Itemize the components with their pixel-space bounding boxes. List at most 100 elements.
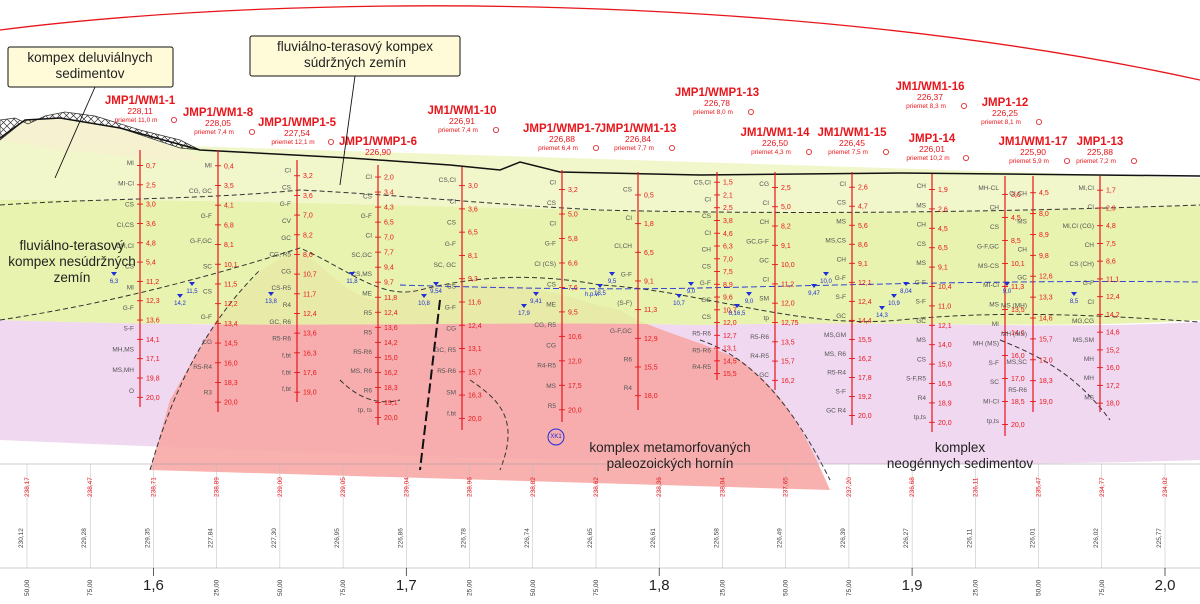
depth-label: 9,8 [1039,253,1049,260]
water-level-label: 9,5 [608,279,617,285]
terrain-elevation: 238,82 [530,477,537,497]
depth-label: 13,5 [781,339,795,346]
depth-label: 12,0 [723,320,737,327]
depth-label: 15,7 [781,359,795,366]
terrain-elevation: 238,71 [150,477,157,497]
marker-icon [547,428,565,446]
depth-label: 13,6 [384,325,398,332]
soil-label: MI,CI (CG) [1063,223,1094,230]
soil-label: GC [701,297,711,304]
depth-label: 12,7 [723,333,737,340]
station-label: 50,00 [24,579,31,596]
offset-icon [748,109,755,116]
depth-label: 2,5 [146,182,156,189]
soil-label: G-F [445,304,456,311]
depth-label: 8,1 [468,253,478,260]
depth-label: 7,0 [723,256,733,263]
soil-label: GC [1017,275,1027,282]
depth-label: 5,0 [781,204,791,211]
soil-label: R5-R6 [1008,387,1027,394]
borehole-elevation: 227,54 [284,128,310,138]
depth-label: 14,6 [1011,330,1025,337]
soil-label: CS [203,289,213,296]
depth-label: 2,6 [858,185,868,192]
depth-label: 20,0 [384,415,398,422]
water-table [399,281,1200,290]
boundary-7 [699,339,831,481]
depth-label: 20,0 [224,400,238,407]
offset-icon [961,103,968,110]
soil-label: MH (MS) [973,340,999,347]
water-level-label: 8,04 [900,289,912,295]
design-elevation: 226,61 [650,528,657,548]
soil-label: G-F,GC [610,328,632,335]
offset-icon [1131,157,1138,164]
soil-label: CI [705,230,712,237]
soil-label: MS [836,219,846,226]
depth-label: 14,0 [938,342,952,349]
soil-label: MS (MH) [1001,303,1027,310]
offset-icon [1036,119,1043,126]
water-level-label: 9,0 [745,299,754,305]
borehole-offset: priemet 8,0 m [693,109,733,116]
design-elevation: 226,27 [903,528,910,548]
depth-label: 3,2 [303,173,313,180]
water-level-label: 10,0 [820,279,832,285]
soil-label: tp, ts [358,407,373,414]
water-level-icon [349,272,355,276]
borehole-name: JMP1/WM1-13 [600,123,677,135]
depth-label: 17,2 [1106,383,1120,390]
depth-label: 2,5 [781,185,791,192]
station-label: 75,00 [87,579,94,596]
soil-label: SM [446,389,456,396]
water-level-icon [609,272,615,276]
depth-label: 11,3 [644,307,657,314]
boundary-2 [0,247,1200,323]
depth-label: 8,6 [858,242,868,249]
depth-label: 4,5 [1011,215,1021,222]
terrain-elevation: 239,00 [277,477,284,497]
depth-label: 18,0 [1106,401,1120,408]
borehole-name: JMP1/WMP1-7 [523,123,601,135]
soil-label: CI [1088,204,1095,211]
depth-label: 1,7 [1106,188,1116,195]
borehole-offset: priemet 7,7 m [614,145,654,152]
depth-label: 11,7 [303,291,316,298]
water-level-label: 14,3 [876,313,888,319]
design-elevation: 229,35 [144,528,151,548]
borehole-elevation: 226,25 [992,108,1018,118]
depth-label: 6,8 [224,222,234,229]
soil-label: MH (MS) [1001,331,1027,338]
depth-label: 20,0 [146,395,160,402]
water-level-label: 10,8 [418,301,430,307]
station-label: 50,00 [530,579,537,596]
soil-label: CI,CH [614,243,632,250]
depth-label: 15,2 [1106,347,1120,354]
offset-icon [806,148,813,155]
soil-label: R6 [624,357,633,364]
soil-label: SC, GC [434,262,457,269]
borehole-elevation: 226,50 [762,138,788,148]
depth-label: 3,5 [224,183,234,190]
water-note: h.p.v. [585,292,600,298]
depth-label: 2,5 [723,205,733,212]
station-label: 25,00 [972,579,979,596]
soil-label: CH [990,205,1000,212]
depth-label: 17,8 [858,375,872,382]
water-level-icon [676,294,682,298]
offset-icon [883,148,890,155]
soil-label: R5 [364,329,373,336]
design-elevation: 226,58 [713,528,720,548]
depth-label: 14,6 [1039,316,1053,323]
soil-label: GC [759,257,769,264]
depth-label: 15,5 [858,337,872,344]
soil-label: CS [990,224,1000,231]
offset-icon [1064,157,1071,164]
borehole-name: JM1/WM1-16 [895,81,964,93]
water-level-label: 14,2 [174,301,186,307]
soil-label: tp [764,315,770,322]
borehole-name: JMP1/WM1-1 [105,95,176,107]
terrain-elevation: 238,04 [719,477,726,497]
